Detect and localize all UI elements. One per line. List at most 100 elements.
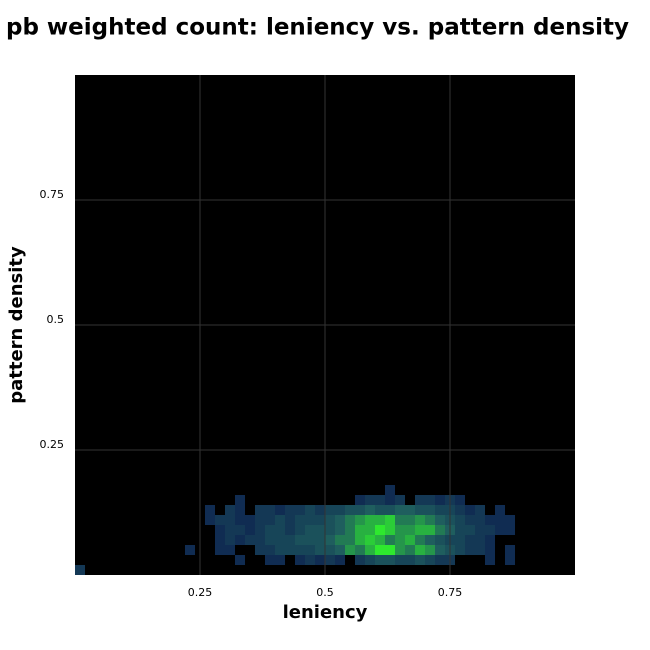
x-tick-label: 0.25	[188, 586, 213, 599]
heatmap-cell	[505, 545, 515, 555]
heatmap-cell	[335, 515, 345, 525]
heatmap-cell	[275, 545, 285, 555]
heatmap-cell	[365, 545, 375, 555]
heatmap-cell	[385, 505, 395, 515]
heatmap-cell	[405, 505, 415, 515]
heatmap-cell	[435, 515, 445, 525]
heatmap-cell	[265, 555, 275, 565]
heatmap-cell	[435, 535, 445, 545]
heatmap-cell	[235, 525, 245, 535]
heatmap-cell	[355, 525, 365, 535]
heatmap-cell	[335, 525, 345, 535]
heatmap-cell	[365, 555, 375, 565]
heatmap-cell	[285, 535, 295, 545]
heatmap-cell	[375, 545, 385, 555]
heatmap-cell	[305, 505, 315, 515]
heatmap-cell	[315, 525, 325, 535]
heatmap-cell	[245, 515, 255, 525]
heatmap-cell	[435, 505, 445, 515]
heatmap-cell	[345, 525, 355, 535]
heatmap-cell	[455, 495, 465, 505]
heatmap-cell	[275, 505, 285, 515]
heatmap-cell	[335, 555, 345, 565]
heatmap-cell	[415, 495, 425, 505]
heatmap-cell	[275, 535, 285, 545]
heatmap-cell	[285, 505, 295, 515]
heatmap-cell	[255, 505, 265, 515]
heatmap-cell	[395, 515, 405, 525]
heatmap-cell	[385, 555, 395, 565]
heatmap-cell	[485, 515, 495, 525]
heatmap-cell	[385, 545, 395, 555]
heatmap-cell	[315, 505, 325, 515]
heatmap-cell	[215, 545, 225, 555]
heatmap-cell	[235, 505, 245, 515]
heatmap-cell	[375, 535, 385, 545]
heatmap-cell	[225, 535, 235, 545]
heatmap-cell	[415, 555, 425, 565]
heatmap-cell	[215, 525, 225, 535]
heatmap-cell	[405, 545, 415, 555]
y-tick-label: 0.25	[40, 438, 65, 451]
heatmap-cell	[425, 515, 435, 525]
x-tick-label: 0.75	[438, 586, 463, 599]
heatmap-cell	[385, 495, 395, 505]
heatmap-cell	[265, 505, 275, 515]
heatmap-cell	[505, 525, 515, 535]
heatmap-cell	[475, 545, 485, 555]
heatmap-cell	[375, 515, 385, 525]
heatmap-cell	[455, 505, 465, 515]
heatmap-cell	[75, 565, 85, 575]
heatmap-cell	[365, 535, 375, 545]
heatmap-cell	[495, 505, 505, 515]
heatmap-cell	[315, 535, 325, 545]
heatmap-cell	[455, 535, 465, 545]
heatmap-cell	[425, 545, 435, 555]
heatmap-cell	[455, 545, 465, 555]
heatmap-cell	[275, 525, 285, 535]
heatmap-cell	[355, 535, 365, 545]
heatmap-cell	[375, 555, 385, 565]
heatmap-cell	[305, 545, 315, 555]
heatmap-cell	[325, 525, 335, 535]
plot-layer	[75, 75, 575, 575]
heatmap-cell	[265, 545, 275, 555]
heatmap-cell	[255, 535, 265, 545]
heatmap-cell	[455, 515, 465, 525]
heatmap-cell	[395, 505, 405, 515]
heatmap-cell	[255, 545, 265, 555]
heatmap-cell	[385, 515, 395, 525]
heatmap-cell	[225, 515, 235, 525]
heatmap-cell	[425, 505, 435, 515]
heatmap-cell	[465, 505, 475, 515]
heatmap-cell	[405, 535, 415, 545]
heatmap-cell	[235, 495, 245, 505]
heatmap-cell	[325, 505, 335, 515]
heatmap-cell	[465, 545, 475, 555]
heatmap-cell	[365, 515, 375, 525]
heatmap-cell	[325, 555, 335, 565]
heatmap-cell	[235, 515, 245, 525]
heatmap-cell	[405, 555, 415, 565]
heatmap-cell	[465, 525, 475, 535]
heatmap-cell	[265, 525, 275, 535]
heatmap-cell	[215, 535, 225, 545]
heatmap-cell	[285, 515, 295, 525]
heatmap-cell	[405, 525, 415, 535]
heatmap-cell	[315, 515, 325, 525]
heatmap-cell	[475, 525, 485, 535]
heatmap-cell	[395, 525, 405, 535]
heatmap-cell	[415, 545, 425, 555]
heatmap-cell	[365, 505, 375, 515]
heatmap-cell	[465, 515, 475, 525]
heatmap-cell	[415, 535, 425, 545]
heatmap-cell	[295, 525, 305, 535]
heatmap-cell	[185, 545, 195, 555]
heatmap-cell	[395, 555, 405, 565]
heatmap-cell	[415, 525, 425, 535]
heatmap-cell	[235, 535, 245, 545]
heatmap-cell	[325, 515, 335, 525]
y-tick-label: 0.5	[47, 313, 65, 326]
heatmap-cell	[275, 555, 285, 565]
heatmap-cell	[265, 535, 275, 545]
